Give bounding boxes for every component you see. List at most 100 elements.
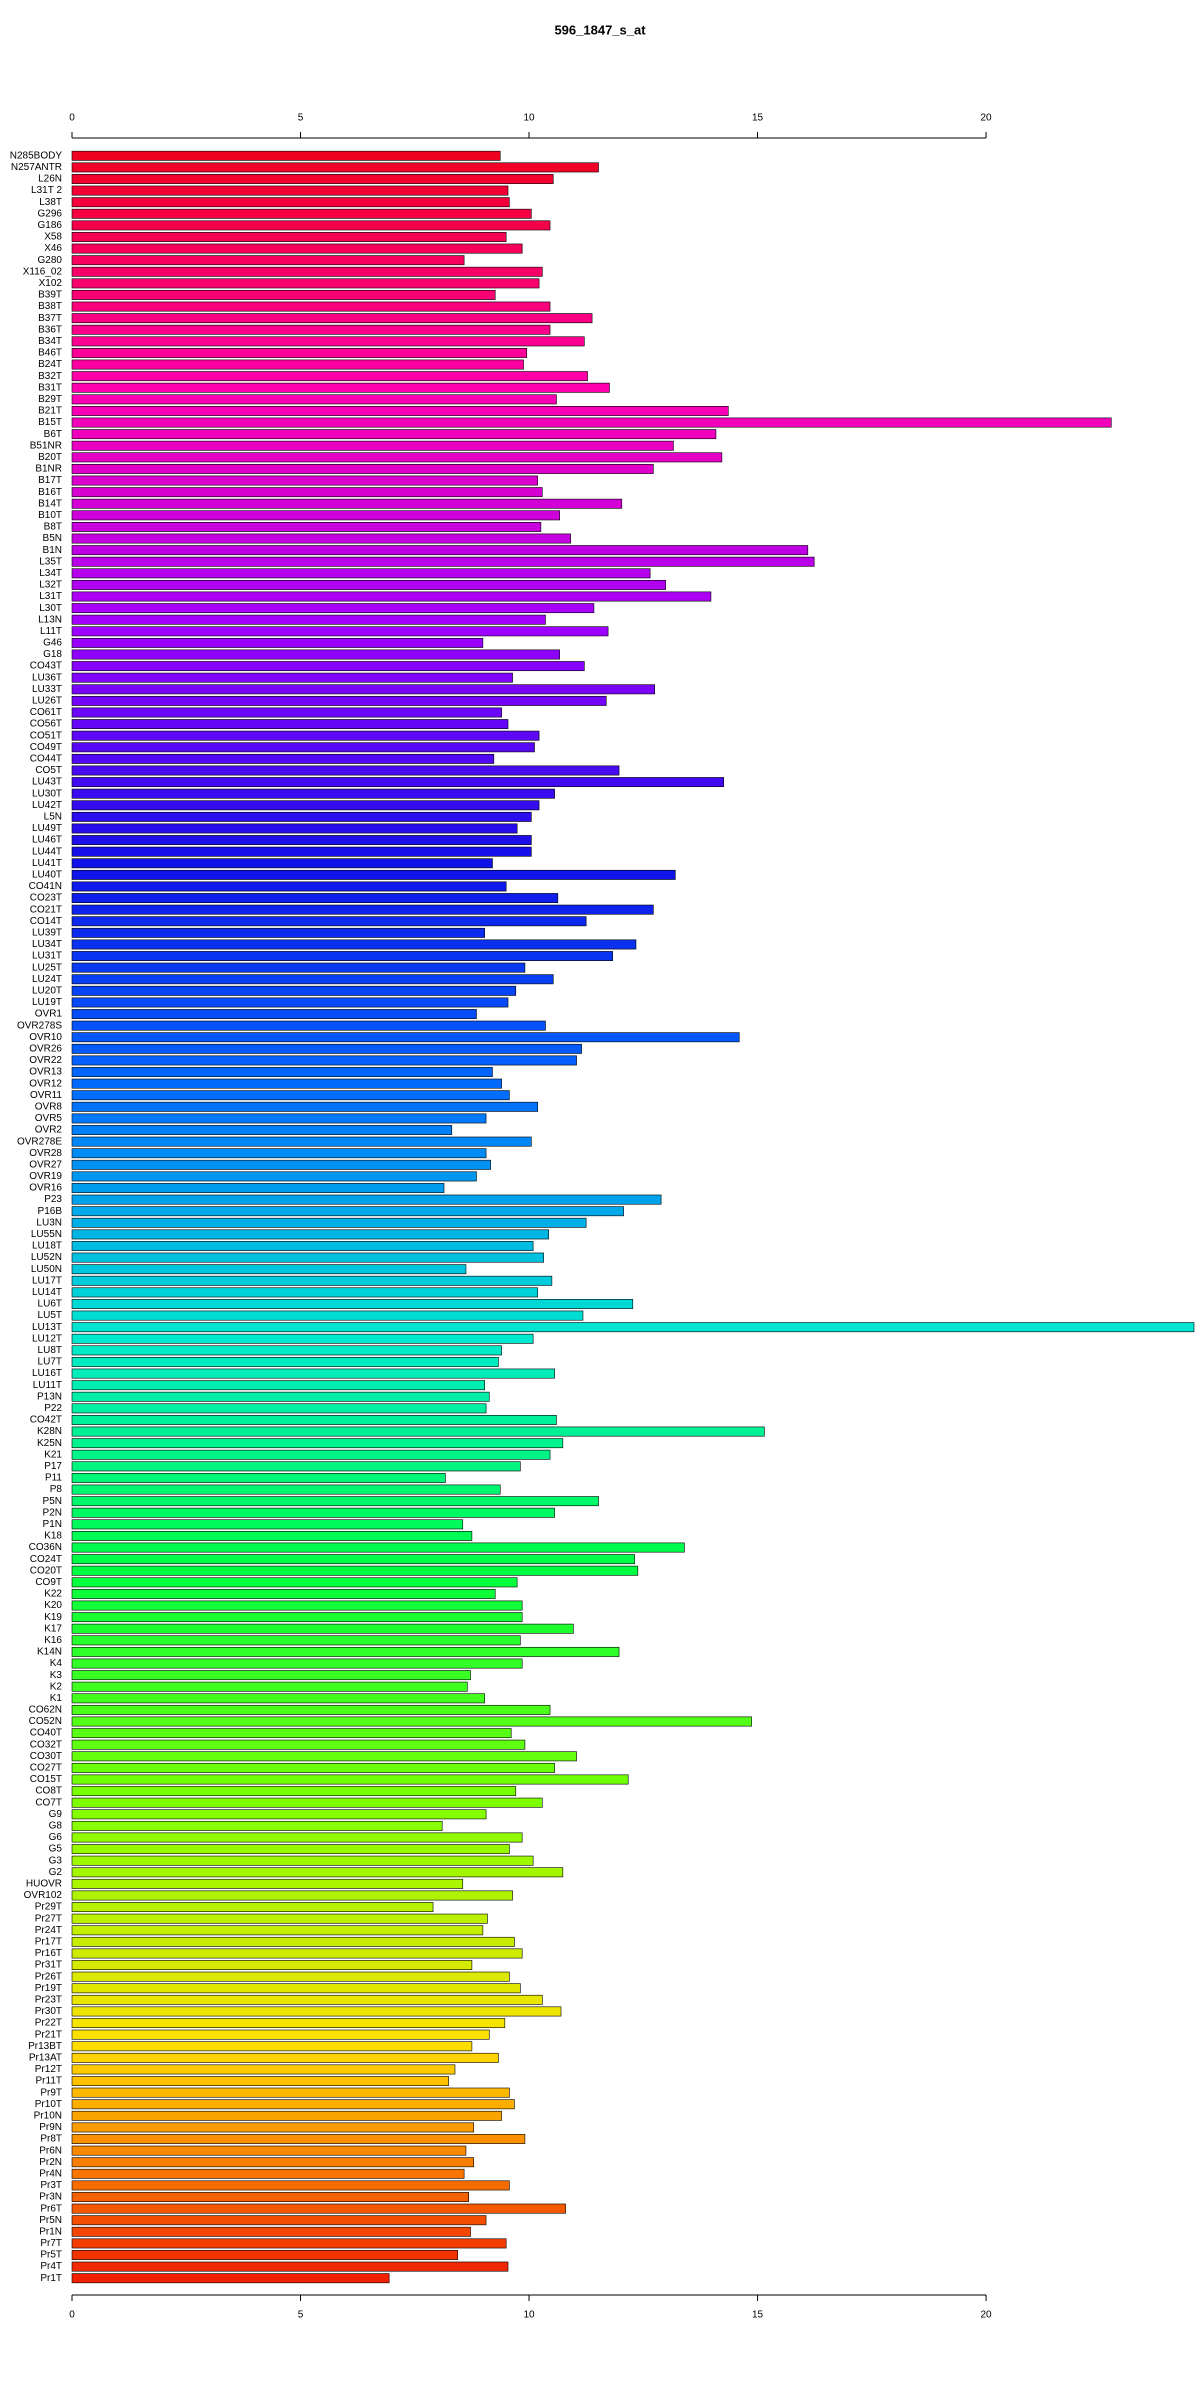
bar: [71, 1716, 752, 1727]
y-tick-label: B39T: [38, 290, 62, 301]
y-tick-label: P17: [44, 1461, 62, 1472]
y-tick-label: K25N: [37, 1438, 62, 1449]
bar: [71, 185, 509, 196]
bar: [71, 1739, 526, 1750]
bar: [71, 672, 513, 683]
y-tick-label: G186: [38, 220, 63, 231]
y-tick-label: Pr3N: [39, 2192, 62, 2203]
bar: [71, 1357, 499, 1367]
y-tick-label: L13N: [38, 614, 62, 625]
bar: [71, 603, 595, 614]
bar: [71, 545, 809, 556]
bar: [71, 150, 501, 161]
y-tick-label: X58: [44, 232, 62, 243]
bar: [71, 1948, 523, 1959]
y-tick-label: G3: [49, 1855, 63, 1866]
bar: [71, 521, 542, 532]
bar: [71, 985, 517, 996]
x-tick-label: 15: [752, 2310, 764, 2321]
bar: [71, 2052, 499, 2063]
bar: [71, 475, 539, 486]
bar: [71, 1415, 557, 1425]
y-tick-label: LU41T: [32, 858, 62, 869]
y-tick-label: N257ANTR: [11, 162, 62, 173]
y-tick-label: Pr5N: [39, 2215, 62, 2226]
bar: [71, 382, 610, 393]
bar: [71, 661, 585, 672]
bar: [71, 1310, 584, 1321]
y-tick-label: B51NR: [30, 440, 62, 451]
bar: [71, 719, 509, 730]
bar: [71, 614, 546, 625]
bar: [71, 1217, 587, 1228]
bar: [71, 1588, 496, 1599]
bar: [71, 823, 518, 834]
bar: [71, 2226, 471, 2237]
y-tick-label: CO36N: [29, 1542, 62, 1553]
y-tick-label: P2N: [43, 1507, 62, 1518]
y-tick-label: B8T: [44, 522, 62, 533]
y-tick-label: L11T: [40, 626, 62, 637]
y-tick-label: OVR26: [29, 1043, 62, 1054]
y-tick-label: CO52N: [29, 1716, 62, 1727]
y-tick-label: OVR2: [35, 1125, 63, 1136]
bar: [71, 1299, 634, 1309]
y-tick-label: K18: [44, 1531, 62, 1542]
y-tick-label: Pr6N: [39, 2145, 62, 2156]
bar: [71, 997, 509, 1008]
y-tick-label: CO20T: [30, 1565, 62, 1576]
bar: [71, 556, 815, 567]
y-tick-label: G6: [49, 1832, 63, 1843]
bar: [71, 1507, 555, 1518]
x-tick-label: 10: [523, 113, 535, 124]
y-tick-label: L5N: [44, 812, 62, 823]
y-tick-label: B1NR: [35, 464, 62, 475]
y-tick-label: LU49T: [32, 823, 62, 834]
y-tick-label: CO9T: [35, 1577, 62, 1588]
y-tick-label: L32T: [39, 580, 62, 591]
y-tick-label: L35T: [39, 556, 62, 567]
bar: [71, 1844, 510, 1855]
y-tick-label: G296: [38, 208, 63, 219]
bar: [71, 2215, 487, 2226]
bar: [71, 881, 507, 892]
y-tick-label: LU3N: [36, 1217, 62, 1228]
bar: [71, 498, 623, 509]
y-tick-label: CO40T: [30, 1728, 62, 1739]
bar: [71, 2018, 506, 2028]
y-tick-label: OVR12: [29, 1078, 62, 1089]
y-tick-label: Pr9T: [40, 2087, 62, 2098]
bar: [71, 1032, 740, 1043]
bar: [71, 1902, 434, 1913]
chart-title: 596_1847_s_at: [554, 22, 646, 37]
bar: [71, 197, 510, 208]
bar: [71, 1565, 639, 1576]
y-tick-label: L38T: [39, 197, 62, 208]
bar: [71, 1333, 534, 1344]
bar: [71, 765, 620, 776]
x-tick-label: 15: [752, 113, 764, 124]
y-tick-label: LU44T: [32, 846, 62, 857]
y-tick-label: CO30T: [30, 1751, 62, 1762]
bar: [71, 348, 528, 358]
y-tick-label: LU7T: [38, 1357, 62, 1368]
bar: [71, 1832, 523, 1843]
bar: [71, 2157, 475, 2168]
bar: [71, 1890, 513, 1901]
bar: [71, 162, 599, 173]
bar: [71, 2238, 507, 2249]
y-tick-label: K20: [44, 1600, 62, 1611]
bar: [71, 2168, 465, 2179]
y-tick-label: CO51T: [30, 730, 62, 741]
bar: [71, 753, 495, 764]
y-tick-label: B31T: [38, 382, 62, 393]
y-tick-label: G5: [49, 1844, 63, 1855]
bar: [71, 800, 540, 811]
bar: [71, 313, 593, 324]
bar: [71, 278, 540, 289]
bar: [71, 707, 502, 718]
y-tick-label: LU30T: [32, 788, 62, 799]
y-tick-label: L31T 2: [31, 185, 62, 196]
y-tick-label: LU19T: [32, 997, 62, 1008]
bar: [71, 1241, 534, 1251]
